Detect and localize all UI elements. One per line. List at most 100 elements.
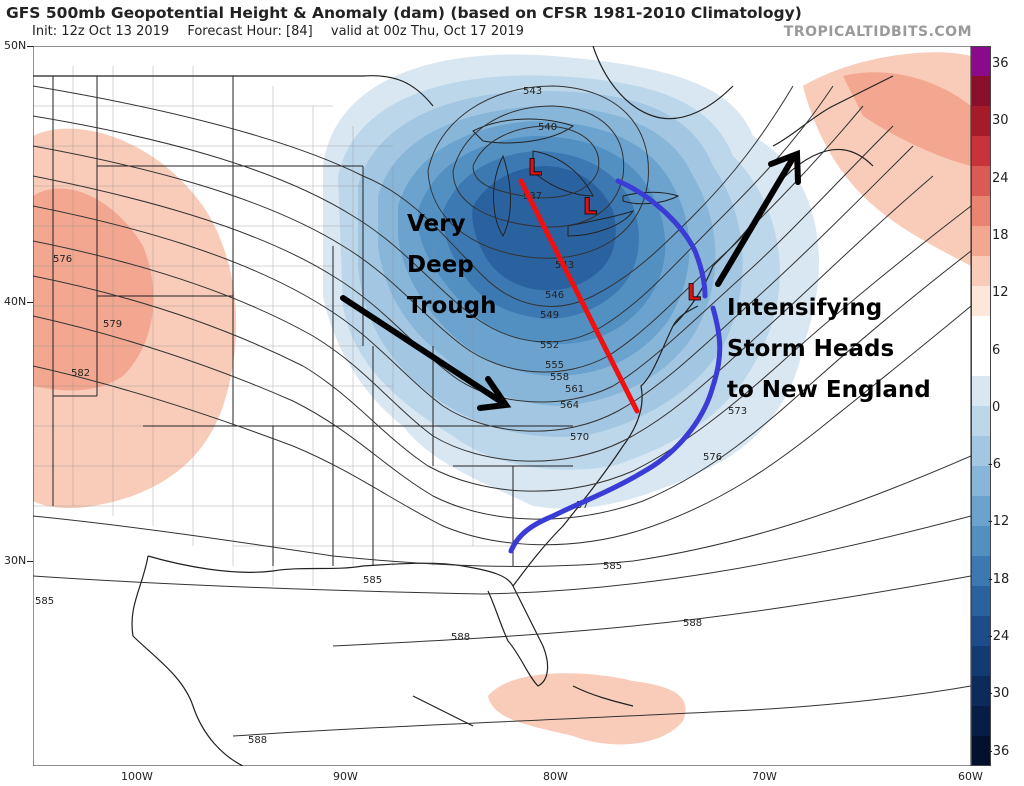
- map-title: GFS 500mb Geopotential Height & Anomaly …: [6, 4, 802, 22]
- trough-motion-arrow: [340, 295, 506, 406]
- lon-label-100w: 100W: [121, 770, 153, 783]
- contour-label: 585: [35, 596, 54, 607]
- low-pressure-marker: L: [528, 156, 542, 181]
- contour-label: 576: [703, 452, 722, 463]
- colorbar-label: 0: [992, 399, 1001, 415]
- lon-label-90w: 90W: [333, 770, 358, 783]
- colorbar-swatch: [971, 226, 991, 257]
- lat-label-40n: 40N: [4, 295, 27, 308]
- colorbar-swatch: [971, 136, 991, 167]
- colorbar-swatch: [971, 196, 991, 227]
- brand-watermark: TROPICALTIDBITS.COM: [783, 24, 972, 40]
- colorbar-swatch: [971, 256, 991, 287]
- contour-label: 543: [523, 86, 542, 97]
- trough-text-line: Trough: [407, 293, 497, 319]
- colorbar-label: 18: [992, 227, 1009, 243]
- lon-label-80w: 80W: [543, 770, 568, 783]
- colorbar-label: -12: [988, 514, 1010, 530]
- trough-text-line: Very: [407, 211, 466, 237]
- colorbar-label: 24: [992, 170, 1009, 186]
- low-pressure-marker: L: [583, 195, 597, 220]
- map-subtitle: Init: 12z Oct 13 2019 Forecast Hour: [84…: [32, 24, 538, 39]
- contour-label: 552: [540, 340, 559, 351]
- great-lakes: [472, 118, 680, 237]
- trough-annotation: Very Deep Trough: [407, 204, 497, 327]
- contour-label: 564: [560, 400, 579, 411]
- colorbar-label: 6: [992, 342, 1001, 358]
- colorbar-swatch: [971, 286, 991, 317]
- contour-label: 549: [540, 310, 559, 321]
- storm-arrowhead: [768, 149, 801, 185]
- contour-label: 573: [728, 406, 747, 417]
- state-boundaries: [52, 76, 573, 566]
- colorbar-label: 12: [992, 285, 1009, 301]
- lat-tick: [27, 561, 33, 562]
- lat-tick: [27, 46, 33, 47]
- colorbar-swatch: [971, 406, 991, 437]
- height-contours: [33, 85, 971, 737]
- lon-label-60w: 60W: [958, 770, 983, 783]
- positive-anomaly-shading: [33, 52, 971, 745]
- storm-text-line: to New England: [727, 377, 931, 403]
- colorbar-swatch: [971, 706, 991, 737]
- negative-anomaly-shading: [323, 54, 819, 509]
- colorbar-swatch: [971, 556, 991, 587]
- storm-motion-arrow: [715, 155, 796, 287]
- trough-axis-line: [518, 178, 640, 414]
- contour-label: 537: [523, 191, 542, 202]
- storm-text-line: Intensifying: [727, 295, 883, 321]
- colorbar-swatch: [971, 436, 991, 467]
- contour-label: 588: [683, 618, 702, 629]
- storm-annotation: Intensifying Storm Heads to New England: [727, 288, 931, 411]
- colorbar-swatch: [971, 736, 991, 766]
- motion-arrows: [340, 149, 801, 411]
- contour-label: 57: [576, 500, 589, 511]
- colorbar-label: -36: [988, 743, 1010, 759]
- colorbar-label: -30: [988, 686, 1010, 702]
- colorbar-label: 36: [992, 56, 1009, 71]
- colorbar-label: -6: [988, 457, 1001, 473]
- colorbar-swatch: [971, 376, 991, 407]
- contour-label: 540: [538, 122, 557, 133]
- colorbar-swatch: [971, 316, 991, 347]
- contour-labels: 543 540 537 543 546 549 552 555 558 561 …: [35, 86, 747, 746]
- colorbar-label: -24: [988, 629, 1010, 644]
- colorbar-swatch: [971, 526, 991, 557]
- weather-map: 543 540 537 543 546 549 552 555 558 561 …: [33, 46, 971, 766]
- colorbar-swatch: [971, 676, 991, 707]
- low-markers: L L L: [528, 156, 702, 307]
- valid-time: valid at 00z Thu, Oct 17 2019: [330, 24, 524, 39]
- init-time: Init: 12z Oct 13 2019: [32, 24, 170, 39]
- lat-label-30n: 30N: [4, 554, 27, 567]
- anomaly-colorbar: [971, 46, 991, 766]
- forecast-hour: Forecast Hour: [84]: [187, 24, 313, 39]
- contour-label: 570: [570, 432, 589, 443]
- low-pressure-marker: L: [687, 281, 701, 306]
- trough-text-line: Deep: [407, 252, 474, 278]
- colorbar-swatch: [971, 346, 991, 377]
- colorbar-swatch: [971, 46, 991, 77]
- colorbar-swatch: [971, 586, 991, 617]
- contour-label: 588: [451, 632, 470, 643]
- colorbar-swatch: [971, 466, 991, 497]
- storm-track-line: [508, 178, 723, 554]
- colorbar-swatch: [971, 616, 991, 647]
- colorbar-frame: [971, 46, 991, 766]
- colorbar-swatch: [971, 166, 991, 197]
- contour-label: 576: [53, 254, 72, 265]
- colorbar-swatch: [971, 106, 991, 137]
- contour-label: 585: [363, 575, 382, 586]
- contour-label: 561: [565, 384, 584, 395]
- colorbar-label: 30: [992, 113, 1009, 129]
- lon-label-70w: 70W: [752, 770, 777, 783]
- contour-label: 585: [603, 561, 622, 572]
- colorbar-swatch: [971, 646, 991, 677]
- trough-arrowhead: [477, 376, 512, 411]
- lat-label-50n: 50N: [4, 39, 27, 52]
- contour-label: 579: [103, 319, 122, 330]
- contour-label: 588: [248, 735, 267, 746]
- colorbar-swatch: [971, 76, 991, 107]
- contour-label: 546: [545, 290, 564, 301]
- contour-label: 582: [71, 368, 90, 379]
- storm-text-line: Storm Heads: [727, 336, 895, 362]
